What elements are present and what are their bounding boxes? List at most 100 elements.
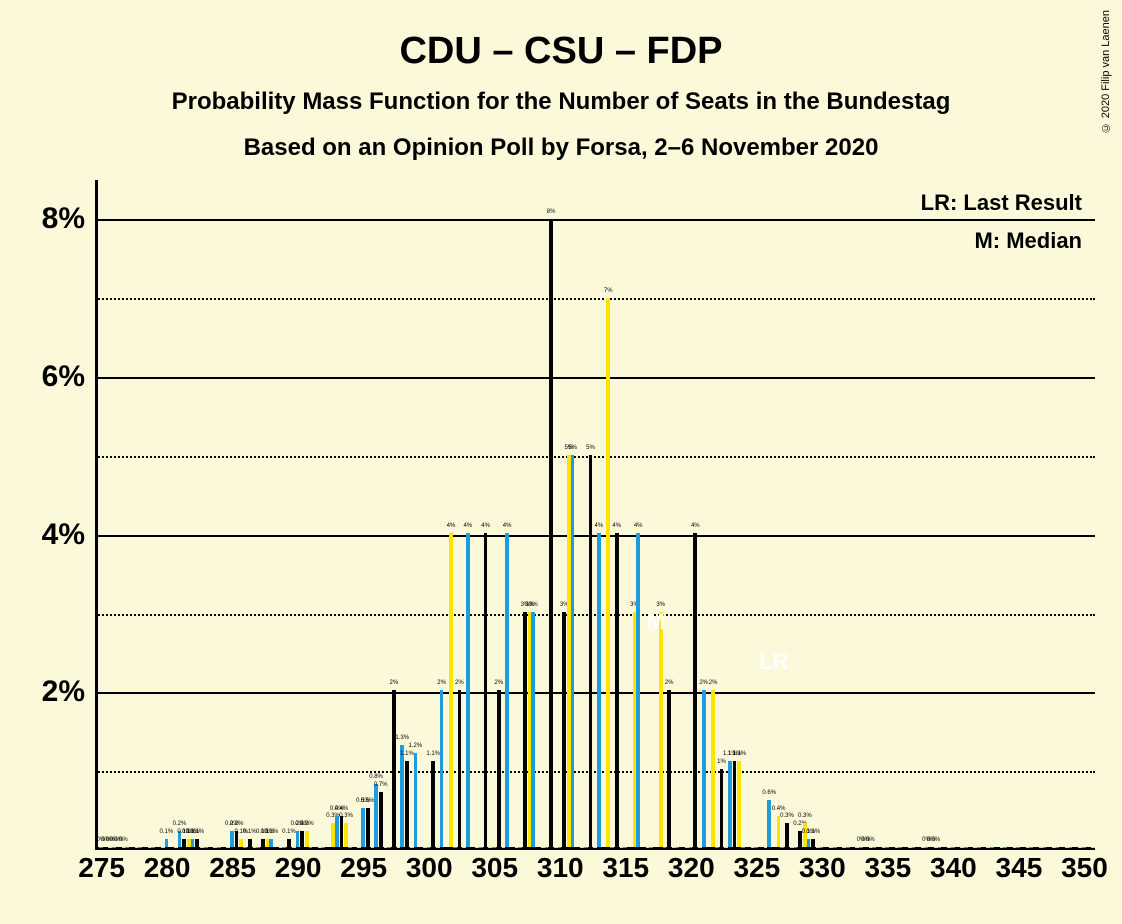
bar — [217, 847, 221, 848]
y-tick-label: 4% — [42, 518, 85, 552]
bar-group — [1082, 847, 1095, 848]
bar-group: 1.1% — [427, 761, 440, 847]
bar — [130, 847, 134, 848]
bar-value-label: 0% — [932, 837, 941, 843]
bar-value-label: 7% — [604, 288, 613, 294]
bar: 0.1% — [269, 839, 273, 847]
bar — [518, 847, 522, 848]
bar: 4% — [466, 533, 470, 847]
bar: 0.2% — [305, 831, 309, 847]
bar-group: 4% — [479, 533, 492, 847]
bar-group — [204, 847, 217, 848]
bar — [125, 847, 129, 848]
bar — [453, 847, 457, 848]
y-tick-label: 6% — [42, 360, 85, 394]
bar: 0.1% — [287, 839, 291, 847]
bar — [641, 847, 645, 848]
bar — [794, 847, 798, 848]
bar-group: 0.1%0.1% — [191, 839, 204, 847]
bars-container: 0%0%0%0%0%0%0.1%0.2%0.1%0.1%0.1%0.1%0.2%… — [99, 180, 1095, 847]
bar: 0.4% — [340, 816, 344, 847]
bar — [510, 847, 514, 848]
bar — [1047, 847, 1051, 848]
bar-value-label: 2% — [699, 680, 708, 686]
bar-group — [964, 847, 977, 848]
x-tick-label: 345 — [996, 852, 1043, 884]
bar-value-label: 4% — [691, 523, 700, 529]
bar-group: 3% — [531, 612, 544, 847]
bar-value-label: 1.1% — [426, 751, 440, 757]
bar-value-label: 0.1% — [243, 829, 257, 835]
x-tick-label: 340 — [930, 852, 977, 884]
bar-group — [820, 847, 833, 848]
bar — [558, 847, 562, 848]
bar — [628, 847, 632, 848]
bar-group — [309, 847, 322, 848]
bar-value-label: 4% — [595, 523, 604, 529]
bar — [1016, 847, 1020, 848]
bar-group — [846, 847, 859, 848]
bar-group — [1003, 847, 1016, 848]
bar-value-label: 4% — [612, 523, 621, 529]
bar — [1029, 847, 1033, 848]
bar-value-label: 0.1% — [264, 829, 278, 835]
x-tick-label: 300 — [406, 852, 453, 884]
bar-value-label: 0% — [119, 837, 128, 843]
bar — [820, 847, 824, 848]
bar: 2% — [497, 690, 501, 847]
bar-value-label: 1.1% — [732, 751, 746, 757]
bar — [969, 847, 973, 848]
bar-group — [151, 847, 164, 848]
bar: 1% — [720, 769, 724, 847]
bar: 3% — [523, 612, 527, 847]
bar-value-label: 0.1% — [282, 829, 296, 835]
bar — [204, 847, 208, 848]
bar-group: 3% — [649, 612, 662, 847]
bar-value-label: 2% — [437, 680, 446, 686]
x-tick-label: 325 — [733, 852, 780, 884]
bar-group: 0.3% — [780, 823, 793, 847]
bar-group: 0%0%0% — [859, 847, 872, 848]
bar — [1003, 847, 1007, 848]
bar — [313, 847, 317, 848]
bar-value-label: 0.3% — [798, 813, 812, 819]
bar: 0.1% — [811, 839, 815, 847]
bar-group — [898, 847, 911, 848]
bar — [138, 847, 142, 848]
bar — [956, 847, 960, 848]
bar — [222, 847, 226, 848]
bar — [348, 847, 352, 848]
bar — [846, 847, 850, 848]
bar: 0.6% — [767, 800, 771, 847]
bar-group — [138, 847, 151, 848]
bar — [1034, 847, 1038, 848]
bar: 8% — [549, 219, 553, 847]
bar — [872, 847, 876, 848]
bar — [759, 847, 763, 848]
y-tick-label: 2% — [42, 675, 85, 709]
bar: 2% — [458, 690, 462, 847]
bar — [479, 847, 483, 848]
bar: 0.2% — [296, 831, 300, 847]
bar — [689, 847, 693, 848]
bar-group: 4% — [505, 533, 518, 847]
bar: 1.1% — [728, 761, 732, 847]
bar-group: 2% — [453, 690, 466, 847]
bar: 1.1% — [405, 761, 409, 847]
bar-group — [348, 847, 361, 848]
bar-value-label: 3% — [656, 602, 665, 608]
bar: 1.3% — [400, 745, 404, 847]
bar-group: 8% — [545, 219, 558, 847]
bar: 0.7% — [379, 792, 383, 847]
bar: 0.2% — [230, 831, 234, 847]
bar — [754, 847, 758, 848]
bar — [1060, 847, 1064, 848]
bar-group: 4% — [689, 533, 702, 847]
bar-group — [217, 847, 230, 848]
bar — [680, 847, 684, 848]
y-tick-label: 8% — [42, 202, 85, 236]
bar-value-label: 2% — [390, 680, 399, 686]
bar-group: 1.1%1.1%1.1% — [728, 761, 741, 847]
bar-value-label: 0.8% — [369, 774, 383, 780]
bar — [912, 847, 916, 848]
